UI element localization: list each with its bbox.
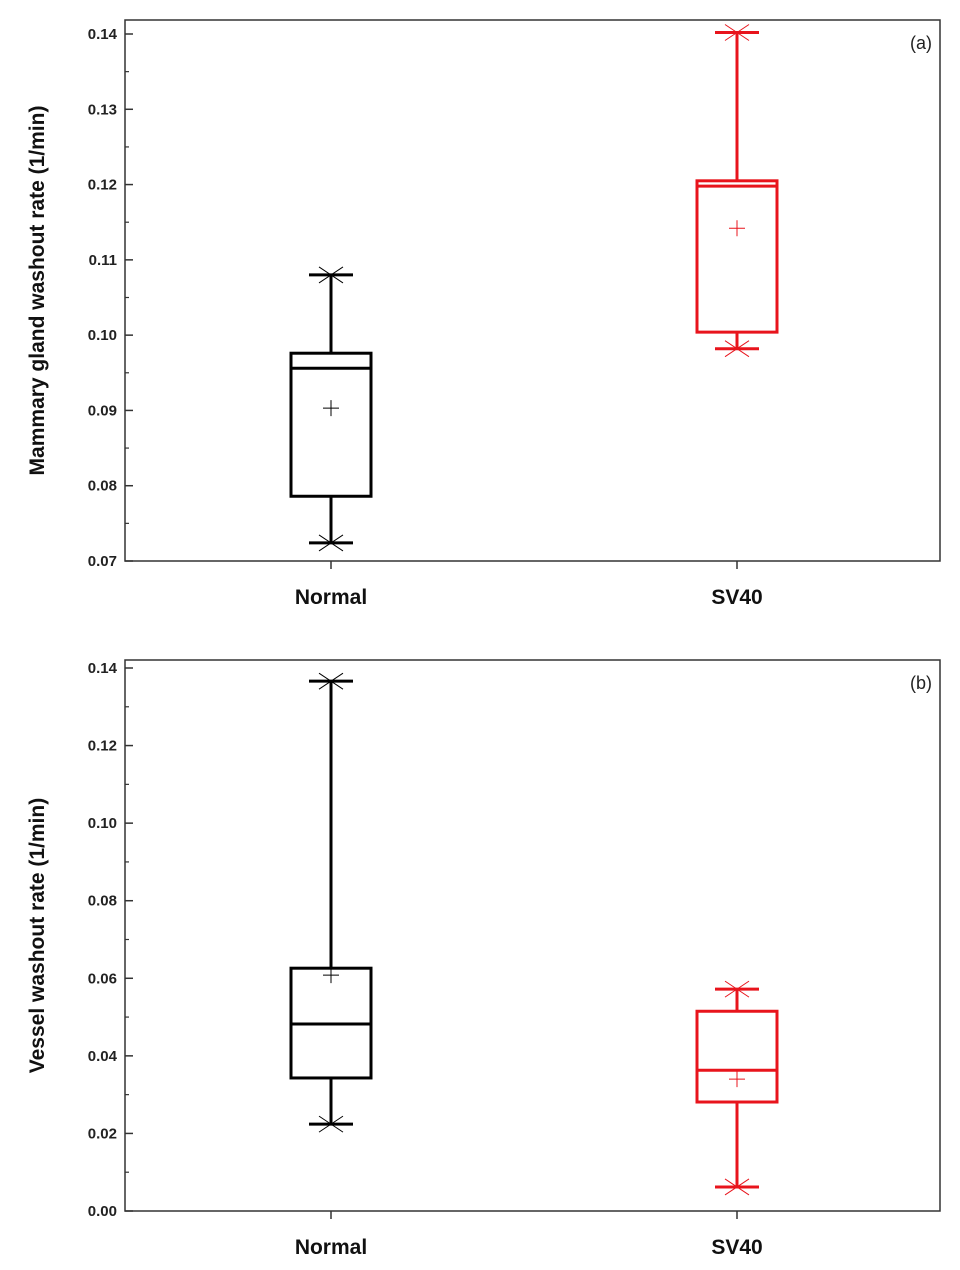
panel-label: (a) <box>910 33 932 53</box>
y-tick-label: 0.09 <box>88 402 117 419</box>
box-normal <box>289 351 373 498</box>
max-marker <box>318 672 344 690</box>
y-tick-label: 0.10 <box>88 327 117 344</box>
mean-marker <box>323 967 339 984</box>
x-category-label: SV40 <box>711 1236 762 1259</box>
box-sv40 <box>695 179 779 334</box>
y-tick-label: 0.08 <box>88 893 117 910</box>
y-axis-label: Vessel washout rate (1/min) <box>26 798 49 1073</box>
plot-frame-b <box>124 659 941 1212</box>
plot-frame-a <box>124 19 941 562</box>
y-axis-label: Mammary gland washout rate (1/min) <box>26 106 49 476</box>
y-tick-label: 0.12 <box>88 177 117 194</box>
mean-marker <box>729 1071 745 1088</box>
y-tick-label: 0.00 <box>88 1203 117 1220</box>
mean-marker <box>729 220 745 237</box>
max-marker <box>724 24 750 41</box>
y-tick-label: 0.14 <box>88 660 118 677</box>
y-tick-label: 0.02 <box>88 1125 117 1142</box>
min-marker <box>724 1178 750 1196</box>
y-tick-label: 0.06 <box>88 970 117 987</box>
y-tick-label: 0.12 <box>88 738 117 755</box>
min-marker <box>318 534 344 552</box>
mean-marker <box>323 400 339 417</box>
y-tick-label: 0.07 <box>88 553 117 570</box>
y-tick-label: 0.04 <box>88 1048 118 1065</box>
y-tick-label: 0.08 <box>88 478 117 495</box>
x-category-label: Normal <box>295 586 367 609</box>
max-marker <box>724 980 750 998</box>
y-tick-label: 0.13 <box>88 101 117 118</box>
min-marker <box>724 340 750 358</box>
min-marker <box>318 1115 344 1133</box>
max-marker <box>318 266 344 284</box>
y-tick-label: 0.10 <box>88 815 117 832</box>
x-category-label: SV40 <box>711 586 762 609</box>
panel-label: (b) <box>910 673 932 693</box>
y-tick-label: 0.11 <box>89 252 117 269</box>
y-tick-label: 0.14 <box>88 26 118 43</box>
x-category-label: Normal <box>295 1236 367 1259</box>
box-sv40 <box>695 1009 779 1104</box>
